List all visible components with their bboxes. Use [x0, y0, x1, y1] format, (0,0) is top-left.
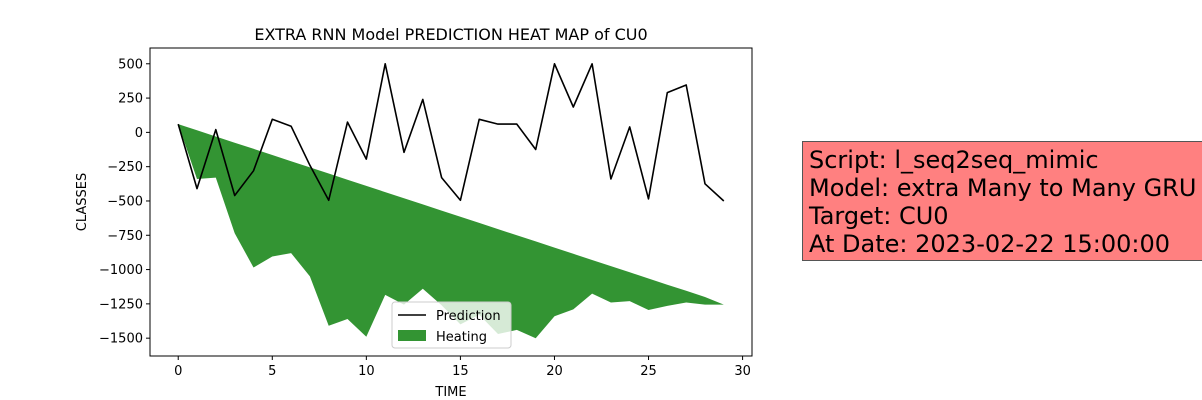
- x-tick-label: 20: [546, 364, 563, 379]
- y-tick-label: 0: [135, 126, 143, 141]
- chart-title: EXTRA RNN Model PREDICTION HEAT MAP of C…: [254, 25, 647, 44]
- plot-frame: [149, 47, 753, 357]
- x-tick-label: 5: [268, 364, 276, 379]
- y-tick-label: −1500: [99, 332, 143, 347]
- legend-heating-label: Heating: [436, 330, 487, 345]
- x-tick-label: 25: [640, 364, 657, 379]
- y-tick-label: 500: [118, 57, 143, 72]
- y-axis-label: CLASSES: [75, 173, 90, 231]
- y-tick-label: −1000: [99, 263, 143, 278]
- plot-area: [177, 62, 725, 339]
- y-tick-label: −1250: [99, 297, 143, 312]
- x-axis: 0 5 10 15 20 25 30: [174, 356, 751, 379]
- prediction-line: [177, 62, 725, 202]
- legend-heating-swatch: [398, 330, 426, 341]
- y-tick-label: −500: [107, 194, 143, 209]
- info-script: Script: l_seq2seq_mimic: [809, 146, 1099, 174]
- y-tick-label: −750: [107, 229, 143, 244]
- x-tick-label: 15: [452, 364, 469, 379]
- legend: Prediction Heating: [391, 301, 512, 349]
- y-tick-label: −250: [107, 160, 143, 175]
- heating-area: [178, 124, 724, 339]
- info-date: At Date: 2023-02-22 15:00:00: [809, 230, 1171, 258]
- info-box: Script: l_seq2seq_mimic Model: extra Man…: [802, 141, 1202, 261]
- x-tick-label: 10: [358, 364, 375, 379]
- y-tick-label: 250: [118, 92, 143, 107]
- x-tick-label: 0: [174, 364, 182, 379]
- y-axis: 500 250 0 −250 −500 −750 −1000 −1250 −1500: [99, 57, 150, 347]
- info-target: Target: CU0: [809, 202, 949, 230]
- info-model: Model: extra Many to Many GRU: [809, 174, 1197, 202]
- x-tick-label: 30: [734, 364, 751, 379]
- legend-prediction-label: Prediction: [436, 309, 501, 324]
- x-axis-label: TIME: [434, 385, 466, 400]
